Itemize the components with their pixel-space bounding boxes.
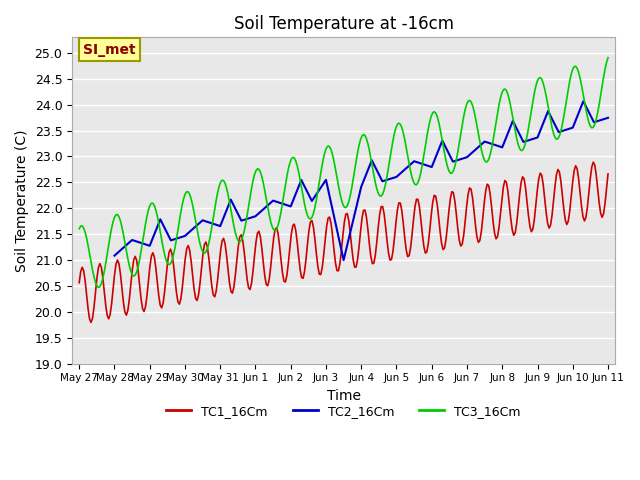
TC2_16Cm — [544, 108, 552, 114]
TC1_16Cm — [576, 189, 584, 195]
Line: TC1_16Cm: TC1_16Cm — [79, 162, 608, 323]
Line: TC2_16Cm: TC2_16Cm — [115, 101, 608, 260]
TC2_16Cm — [555, 129, 563, 135]
TC2_16Cm — [111, 253, 118, 259]
TC3_16Cm — [604, 55, 612, 60]
TC2_16Cm — [499, 144, 506, 150]
Title: Soil Temperature at -16cm: Soil Temperature at -16cm — [234, 15, 454, 33]
TC2_16Cm — [269, 198, 277, 204]
TC2_16Cm — [181, 233, 189, 239]
TC3_16Cm — [141, 221, 149, 227]
TC2_16Cm — [410, 158, 418, 164]
TC2_16Cm — [287, 204, 294, 209]
TC2_16Cm — [534, 134, 541, 140]
TC2_16Cm — [569, 125, 577, 131]
TC2_16Cm — [438, 138, 446, 144]
TC2_16Cm — [156, 216, 164, 222]
TC2_16Cm — [146, 243, 154, 249]
TC3_16Cm — [76, 226, 83, 232]
TC2_16Cm — [308, 198, 316, 204]
Y-axis label: Soil Temperature (C): Soil Temperature (C) — [15, 129, 29, 272]
TC3_16Cm — [252, 168, 260, 173]
TC1_16Cm — [87, 320, 95, 325]
TC1_16Cm — [252, 240, 260, 245]
TC1_16Cm — [589, 159, 597, 165]
TC3_16Cm — [95, 285, 102, 290]
TC1_16Cm — [261, 273, 269, 279]
TC2_16Cm — [199, 217, 207, 223]
TC3_16Cm — [261, 188, 269, 194]
TC2_16Cm — [227, 197, 235, 203]
TC2_16Cm — [368, 157, 376, 163]
TC2_16Cm — [520, 139, 527, 145]
Text: SI_met: SI_met — [83, 43, 136, 57]
TC2_16Cm — [393, 174, 401, 180]
TC3_16Cm — [308, 215, 316, 220]
Line: TC3_16Cm: TC3_16Cm — [79, 58, 608, 288]
TC1_16Cm — [76, 280, 83, 286]
TC1_16Cm — [308, 218, 316, 224]
TC3_16Cm — [234, 238, 242, 244]
TC2_16Cm — [357, 184, 365, 190]
TC2_16Cm — [481, 139, 488, 144]
TC2_16Cm — [322, 177, 330, 183]
TC1_16Cm — [234, 243, 242, 249]
TC2_16Cm — [298, 177, 305, 183]
TC3_16Cm — [576, 75, 584, 81]
TC1_16Cm — [604, 171, 612, 177]
TC2_16Cm — [167, 238, 175, 243]
TC2_16Cm — [252, 214, 259, 219]
TC2_16Cm — [579, 98, 587, 104]
TC2_16Cm — [509, 118, 516, 124]
TC2_16Cm — [237, 218, 245, 224]
TC2_16Cm — [604, 115, 612, 120]
TC2_16Cm — [128, 237, 136, 243]
X-axis label: Time: Time — [326, 389, 360, 403]
TC2_16Cm — [378, 179, 386, 184]
TC2_16Cm — [340, 257, 348, 263]
TC2_16Cm — [590, 120, 598, 125]
TC2_16Cm — [449, 159, 457, 165]
Legend: TC1_16Cm, TC2_16Cm, TC3_16Cm: TC1_16Cm, TC2_16Cm, TC3_16Cm — [161, 400, 526, 423]
TC1_16Cm — [141, 304, 149, 310]
TC2_16Cm — [428, 164, 436, 170]
TC2_16Cm — [463, 154, 471, 160]
TC2_16Cm — [216, 223, 224, 229]
